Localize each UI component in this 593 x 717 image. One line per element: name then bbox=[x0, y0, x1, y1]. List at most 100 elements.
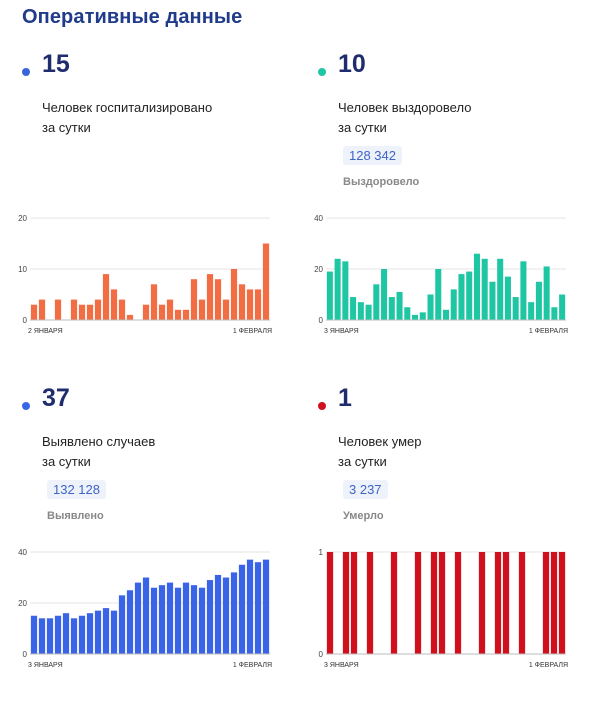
y-tick-label: 10 bbox=[18, 265, 27, 274]
bar bbox=[412, 314, 419, 320]
bar bbox=[342, 552, 350, 654]
x-start-label: 3 ЯНВАРЯ bbox=[28, 662, 63, 669]
bar bbox=[126, 590, 134, 654]
bar bbox=[214, 279, 222, 320]
bar bbox=[110, 289, 118, 320]
hospitalized-desc-line2: за сутки bbox=[42, 120, 91, 135]
bar bbox=[102, 274, 110, 320]
bar bbox=[430, 552, 438, 654]
recovered-chart: 0 20 40 3 ЯНВАРЯ 1 ФЕВРАЛЯ bbox=[314, 214, 568, 335]
blue-dot-icon bbox=[22, 68, 30, 76]
bar bbox=[46, 618, 54, 654]
bar bbox=[528, 302, 535, 320]
bar bbox=[78, 304, 86, 320]
bar bbox=[182, 582, 190, 654]
bar bbox=[559, 294, 566, 320]
bar bbox=[373, 284, 380, 320]
hospitalized-description: Человек госпитализировано за сутки bbox=[42, 98, 212, 138]
bar bbox=[118, 299, 126, 320]
bar bbox=[246, 559, 254, 654]
y-tick-label: 0 bbox=[23, 316, 28, 325]
bar bbox=[86, 613, 94, 654]
blue-dot-icon bbox=[22, 402, 30, 410]
recovered-desc-line2: за сутки bbox=[338, 120, 387, 135]
panel-detected: 37 Выявлено случаев за сутки 132 128 Выя… bbox=[18, 384, 302, 717]
bar bbox=[190, 585, 198, 654]
panel-recovered: 10 Человек выздоровело за сутки 128 342 … bbox=[314, 50, 593, 383]
recovered-description: Человек выздоровело за сутки bbox=[338, 98, 471, 138]
bar bbox=[381, 269, 388, 320]
detected-desc-line1: Выявлено случаев bbox=[42, 434, 156, 449]
bar bbox=[126, 314, 134, 320]
bar bbox=[350, 552, 358, 654]
y-tick-label: 40 bbox=[314, 214, 323, 223]
deaths-desc-line1: Человек умер bbox=[338, 434, 422, 449]
bar bbox=[350, 297, 357, 320]
bar bbox=[254, 289, 262, 320]
bar bbox=[458, 274, 465, 320]
deaths-total-label: Умерло bbox=[343, 510, 384, 522]
detected-desc-line2: за сутки bbox=[42, 454, 91, 469]
recovered-total: 128 342 bbox=[343, 146, 402, 165]
bar bbox=[70, 618, 78, 654]
hospitalized-desc-line1: Человек госпитализировано bbox=[42, 100, 213, 115]
detected-total: 132 128 bbox=[47, 480, 106, 499]
bar bbox=[238, 564, 246, 654]
x-end-label: 1 ФЕВРАЛЯ bbox=[529, 328, 568, 335]
x-start-label: 3 ЯНВАРЯ bbox=[324, 328, 359, 335]
bar bbox=[497, 258, 504, 320]
y-tick-label: 20 bbox=[18, 214, 27, 223]
bar bbox=[246, 289, 254, 320]
x-start-label: 2 ЯНВАРЯ bbox=[28, 328, 63, 335]
bar bbox=[206, 580, 214, 654]
bar bbox=[70, 299, 78, 320]
bar bbox=[214, 574, 222, 654]
bar bbox=[86, 304, 94, 320]
y-tick-label: 0 bbox=[319, 316, 324, 325]
bar bbox=[142, 304, 150, 320]
x-start-label: 3 ЯНВАРЯ bbox=[324, 662, 359, 669]
deaths-chart: 0 1 3 ЯНВАРЯ 1 ФЕВРАЛЯ bbox=[319, 548, 568, 669]
bar bbox=[166, 582, 174, 654]
bar bbox=[94, 610, 102, 654]
bar bbox=[142, 577, 150, 654]
bar bbox=[390, 552, 398, 654]
bar bbox=[38, 618, 46, 654]
detected-total-label: Выявлено bbox=[47, 510, 104, 522]
bar bbox=[419, 312, 426, 320]
y-tick-label: 20 bbox=[18, 599, 27, 608]
bar bbox=[326, 271, 333, 320]
bar bbox=[30, 304, 38, 320]
bar bbox=[38, 299, 46, 320]
bar bbox=[473, 253, 480, 320]
bar bbox=[222, 299, 230, 320]
bar bbox=[512, 297, 519, 320]
bar bbox=[388, 297, 395, 320]
bar bbox=[150, 284, 158, 320]
deaths-total: 3 237 bbox=[343, 480, 388, 499]
hospitalized-value: 15 bbox=[42, 50, 70, 78]
bar bbox=[94, 299, 102, 320]
page-title: Оперативные данные bbox=[22, 6, 243, 28]
bar bbox=[478, 552, 486, 654]
bar bbox=[158, 304, 166, 320]
bar bbox=[118, 595, 126, 654]
deaths-value: 1 bbox=[338, 384, 352, 412]
bar bbox=[414, 552, 422, 654]
bar bbox=[326, 552, 334, 654]
bar bbox=[102, 608, 110, 654]
bar bbox=[550, 552, 558, 654]
bar bbox=[174, 587, 182, 654]
red-dot-icon bbox=[318, 402, 326, 410]
bar bbox=[454, 552, 462, 654]
bar bbox=[262, 243, 270, 320]
x-end-label: 1 ФЕВРАЛЯ bbox=[233, 328, 272, 335]
bar bbox=[54, 299, 62, 320]
bar bbox=[62, 613, 70, 654]
bar bbox=[262, 559, 270, 654]
bar bbox=[366, 552, 374, 654]
panel-deaths: 1 Человек умер за сутки 3 237 Умерло 0 1 3… bbox=[318, 384, 593, 717]
bar bbox=[78, 615, 86, 654]
bar bbox=[30, 615, 38, 654]
bar bbox=[198, 587, 206, 654]
